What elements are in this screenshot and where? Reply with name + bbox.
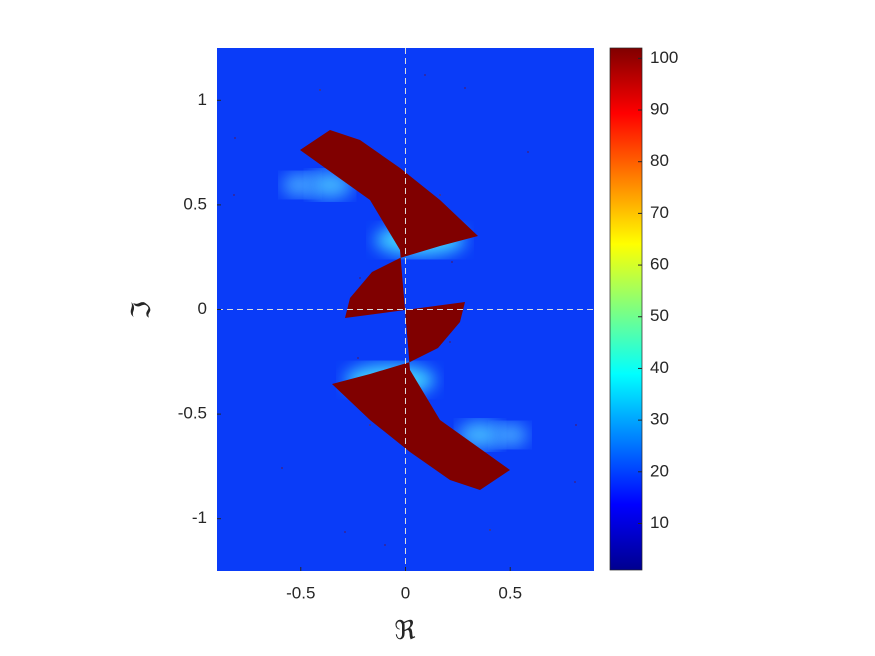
y-axis-label: ℑ xyxy=(127,301,157,319)
y-tick-label: 0 xyxy=(198,299,207,318)
colorbar-tick-label: 20 xyxy=(650,461,669,480)
colorbar-tick-label: 30 xyxy=(650,410,669,429)
colorbar-tick-label: 50 xyxy=(650,306,669,325)
x-tick-label: -0.5 xyxy=(286,583,315,602)
y-tick-label: -1 xyxy=(192,508,207,527)
x-axis-label: ℜ xyxy=(394,616,415,646)
y-tick-label: 0.5 xyxy=(183,194,207,213)
y-tick-label: 1 xyxy=(198,90,207,109)
colorbar xyxy=(609,47,643,571)
y-tick-label: -0.5 xyxy=(178,404,207,423)
colorbar-tick-label: 60 xyxy=(650,255,669,274)
x-tick-label: 0 xyxy=(401,583,410,602)
colorbar-tick-label: 100 xyxy=(650,48,678,67)
fractal-half xyxy=(233,74,529,318)
colorbar-tick-label: 70 xyxy=(650,203,669,222)
fractal xyxy=(233,74,577,546)
colorbar-tick-label: 10 xyxy=(650,513,669,532)
colorbar-tick-label: 80 xyxy=(650,151,669,170)
x-tick-label: 0.5 xyxy=(498,583,522,602)
colorbar-tick-label: 90 xyxy=(650,100,669,119)
axes: -0.5 0 0.5 -1 -0.5 0 0.5 1 10 20 30 40 50 60 70 80 90 100 xyxy=(178,47,678,602)
colorbar-tick-label: 40 xyxy=(650,358,669,377)
